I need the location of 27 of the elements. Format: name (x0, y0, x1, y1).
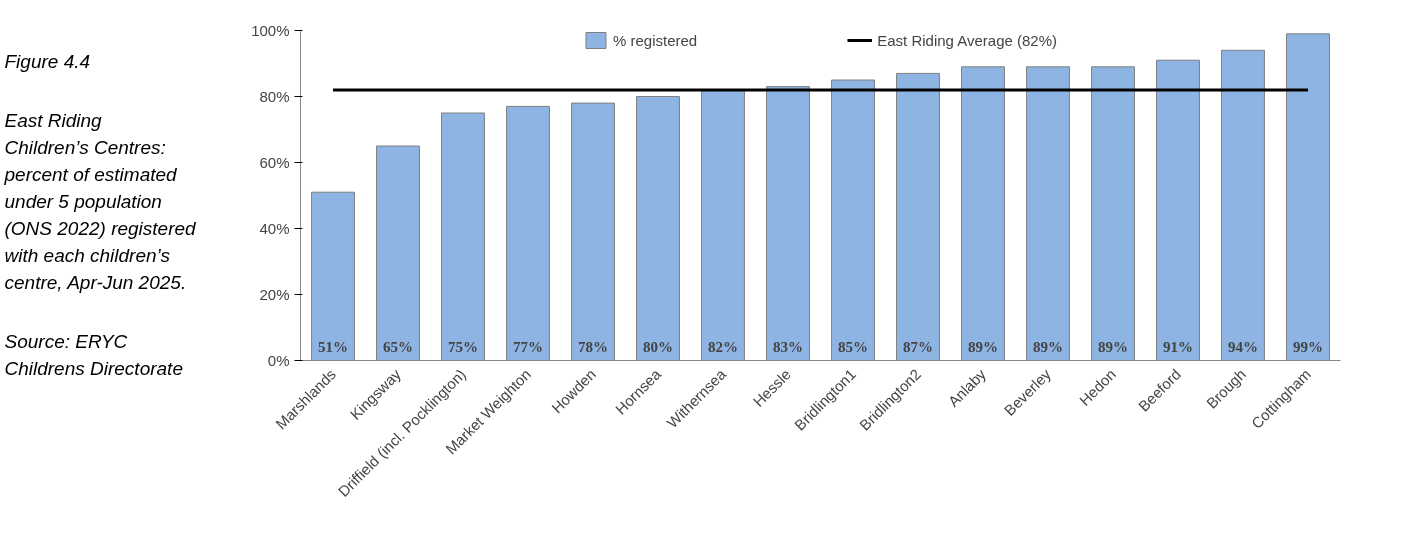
y-tick-label: 40% (259, 220, 290, 237)
text: East Riding Children’s Centres: percent of estimated under 5 population (ONS 2022) registered with each children’s centre, Apr-Jun 2025. (3, 109, 198, 293)
data-label: 89% (1098, 338, 1128, 355)
y-tick-label: 0% (267, 352, 290, 369)
data-label: 83% (773, 338, 803, 355)
y-tick-label: 100% (251, 22, 290, 39)
data-label: 77% (513, 338, 543, 355)
data-label: 94% (1228, 338, 1258, 355)
text: Figure 4.4 (4, 50, 91, 72)
data-label: 87% (903, 338, 933, 355)
data-label: 91% (1163, 338, 1193, 355)
data-label: 75% (448, 338, 478, 355)
data-label: 51% (318, 338, 348, 355)
y-tick-label: 60% (259, 154, 290, 171)
data-label: 65% (383, 338, 413, 355)
data-label: 85% (838, 338, 868, 355)
source-note: Source: ERYC Childrens Directorate (4, 330, 183, 379)
data-label: 99% (1293, 338, 1323, 355)
data-label: 89% (968, 338, 998, 355)
y-tick-label: 80% (259, 88, 290, 105)
legend-label: % registered (612, 31, 698, 49)
data-label: 78% (578, 338, 608, 355)
y-tick-label: 20% (259, 286, 290, 303)
data-label: 89% (1033, 338, 1063, 355)
legend-label: East Riding Average (82%) (877, 31, 1058, 49)
data-label: 82% (708, 338, 738, 355)
data-label: 80% (643, 338, 673, 355)
